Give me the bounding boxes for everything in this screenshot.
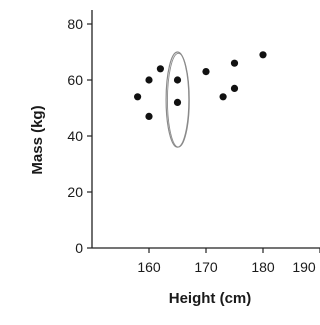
y-tick-label: 40 bbox=[67, 128, 83, 144]
data-point bbox=[230, 59, 239, 67]
x-tick-label: 160 bbox=[137, 259, 161, 275]
y-axis-title: Mass (kg) bbox=[29, 105, 46, 174]
data-point bbox=[259, 51, 267, 59]
x-axis-title: Height (cm) bbox=[169, 290, 252, 307]
data-point bbox=[230, 84, 239, 92]
data-point bbox=[173, 76, 182, 84]
annotation-ellipse-group bbox=[165, 51, 190, 148]
data-point bbox=[134, 93, 142, 101]
data-point bbox=[156, 65, 164, 73]
data-point bbox=[173, 98, 182, 106]
annotation-ellipse bbox=[166, 52, 190, 148]
data-point bbox=[145, 112, 153, 120]
data-point bbox=[202, 68, 210, 76]
y-tick-label: 0 bbox=[75, 240, 83, 256]
x-tick-label: 170 bbox=[194, 259, 218, 275]
data-points bbox=[134, 51, 267, 120]
y-tick-label: 60 bbox=[67, 72, 83, 88]
x-tick-label: 180 bbox=[251, 259, 275, 275]
y-tick-label: 20 bbox=[67, 184, 83, 200]
data-point bbox=[219, 93, 227, 101]
y-tick-label: 80 bbox=[67, 16, 83, 32]
x-tick-label: 190 bbox=[292, 259, 316, 275]
x-axis-ticks: 160 170 180 190 bbox=[137, 248, 320, 275]
data-point bbox=[145, 76, 153, 84]
y-axis-ticks: 0 20 40 60 80 bbox=[67, 16, 92, 256]
